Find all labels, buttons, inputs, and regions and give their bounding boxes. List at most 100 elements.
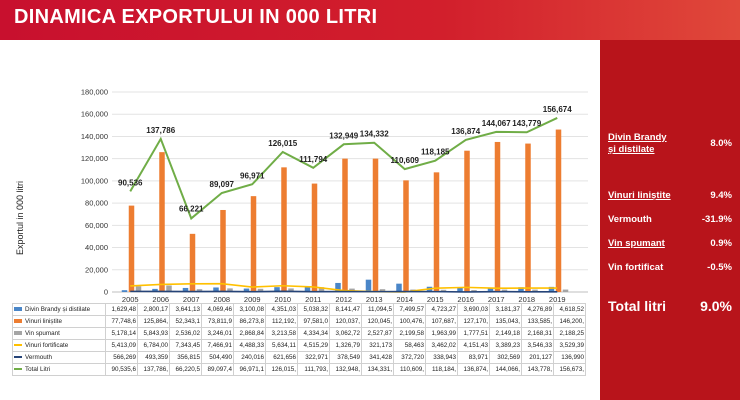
table-cell: 3,213,58 <box>265 327 298 340</box>
bar <box>532 289 538 292</box>
table-row: Vin spumant 5,178,14 5,843,93 2,536,02 3,246… <box>12 327 586 340</box>
table-cell: 52,343,1 <box>169 315 202 328</box>
table-cell: 3,389,23 <box>489 339 522 352</box>
data-label: 126,015 <box>268 139 297 148</box>
x-tick-label: 2019 <box>549 295 566 302</box>
table-cell: 3,462,02 <box>425 339 458 352</box>
legend-swatch <box>14 344 22 347</box>
x-tick-label: 2009 <box>244 295 261 302</box>
table-cell: 136,990 <box>553 351 586 364</box>
table-cell: 341,428 <box>361 351 394 364</box>
data-label: 118,185 <box>421 148 450 157</box>
bar <box>379 289 386 292</box>
bar <box>166 285 172 292</box>
table-row: Vermouth 566,269 493,359 356,815 504,490 240,… <box>12 351 586 364</box>
bar <box>128 205 135 292</box>
y-tick-label: 80,000 <box>85 199 108 208</box>
growth-brandy-label-2: și distilate <box>608 144 655 155</box>
x-tick-label: 2014 <box>396 295 413 302</box>
table-cell: 3,181,37 <box>489 303 522 316</box>
data-label: 111,794 <box>299 155 328 164</box>
table-cell: 621,656 <box>265 351 298 364</box>
table-cell: 77,748,6 <box>105 315 138 328</box>
table-cell: 4,515,29 <box>297 339 330 352</box>
bar <box>159 152 165 292</box>
table-cell: 1,777,51 <box>457 327 490 340</box>
table-cell: 133,585, <box>521 315 554 328</box>
y-tick-label: 60,000 <box>85 221 108 230</box>
table-cell: 5,413,09 <box>105 339 138 352</box>
table-cell: 3,062,72 <box>329 327 362 340</box>
table-cell: 2,868,84 <box>233 327 266 340</box>
data-label: 132,949 <box>329 131 358 140</box>
table-row: Divin Brandy și distilate 1,629,48 2,800,1… <box>12 303 586 316</box>
bar <box>471 290 477 292</box>
bar <box>548 286 555 292</box>
growth-fortified-value: -0.5% <box>707 262 732 273</box>
data-label: 143,779 <box>512 119 541 128</box>
x-tick-label: 2017 <box>488 295 505 302</box>
y-tick-label: 180,000 <box>81 88 108 97</box>
table-cell: 2,800,17 <box>137 303 170 316</box>
growth-total-label: Total litri <box>608 298 667 314</box>
bar <box>335 282 341 292</box>
table-cell: 356,815 <box>169 351 202 364</box>
bar <box>250 196 257 292</box>
table-cell: 144,066, <box>489 363 522 376</box>
y-tick-label: 40,000 <box>85 243 108 252</box>
series-line <box>130 290 558 293</box>
table-cell: 201,127 <box>521 351 554 364</box>
table-cell: 8,141,47 <box>329 303 362 316</box>
growth-vermouth-value: -31.9% <box>701 214 732 225</box>
title-banner: DINAMICA EXPORTULUI IN 000 LITRI <box>0 0 740 40</box>
table-cell: 4,723,27 <box>425 303 458 316</box>
table-cell: 2,536,02 <box>169 327 202 340</box>
x-axis-ticks: 2005 2006 2007 2008 2009 2010 2011 2012 2013 2014… <box>122 295 566 302</box>
data-label: 156,674 <box>543 105 572 114</box>
table-cell: 146,200, <box>553 315 586 328</box>
bar <box>189 233 196 292</box>
bar <box>525 143 531 292</box>
export-chart: 0 20,000 40,000 60,000 80,000 100,000 120,000 1… <box>15 88 588 302</box>
table-cell: 126,015, <box>265 363 298 376</box>
table-cell: 1,326,79 <box>329 339 362 352</box>
bar <box>501 289 508 292</box>
table-cell: 7,466,91 <box>201 339 234 352</box>
table-cell: 112,192, <box>265 315 298 328</box>
bar <box>464 150 470 292</box>
table-cell: 90,535,6 <box>105 363 138 376</box>
table-cell: 96,971,1 <box>233 363 266 376</box>
table-cell: 4,151,43 <box>457 339 490 352</box>
data-label: 136,874 <box>451 127 480 136</box>
table-series-name: Vin spumant <box>12 327 106 340</box>
bar <box>487 288 494 292</box>
legend-label: Vermouth <box>25 354 52 361</box>
x-tick-label: 2007 <box>183 295 200 302</box>
x-tick-label: 2010 <box>274 295 291 302</box>
table-cell: 100,476, <box>393 315 426 328</box>
table-cell: 120,045, <box>361 315 394 328</box>
table-cell: 107,687, <box>425 315 458 328</box>
chart-bars <box>121 129 569 292</box>
growth-still-wine-label: Vinuri liniștite <box>608 190 671 201</box>
data-label: 66,221 <box>179 204 204 213</box>
table-cell: 110,609, <box>393 363 426 376</box>
table-cell: 3,100,08 <box>233 303 266 316</box>
x-tick-label: 2012 <box>335 295 352 302</box>
bar <box>365 279 372 292</box>
table-cell: 3,690,03 <box>457 303 490 316</box>
table-cell: 66,220,5 <box>169 363 202 376</box>
y-axis-ticks: 0 20,000 40,000 60,000 80,000 100,000 120,000 1… <box>81 88 108 297</box>
table-cell: 2,188,25 <box>553 327 586 340</box>
table-cell: 566,269 <box>105 351 138 364</box>
bar <box>220 209 226 292</box>
table-cell: 1,629,48 <box>105 303 138 316</box>
table-cell: 5,178,14 <box>105 327 138 340</box>
table-cell: 137,786, <box>137 363 170 376</box>
table-cell: 11,094,5 <box>361 303 394 316</box>
table-cell: 378,549 <box>329 351 362 364</box>
table-series-name: Vinuri fortificate <box>12 339 106 352</box>
bar <box>257 288 264 292</box>
table-cell: 338,943 <box>425 351 458 364</box>
growth-sparkling-label: Vin spumant <box>608 238 665 249</box>
